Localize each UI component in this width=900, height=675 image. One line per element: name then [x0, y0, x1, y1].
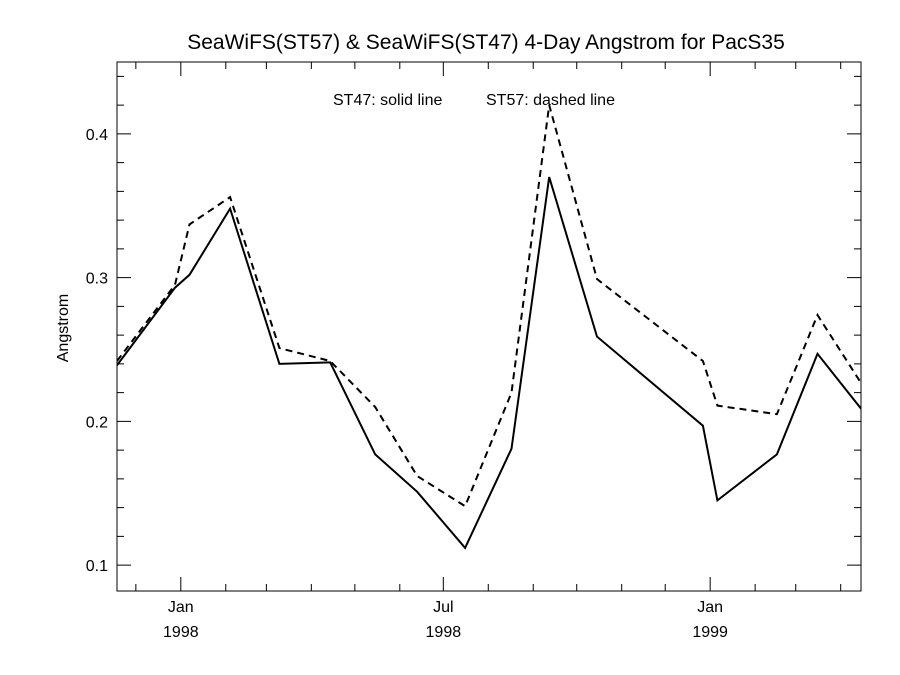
y-tick-label: 0.4 — [86, 127, 108, 144]
chart-title: SeaWiFS(ST57) & SeaWiFS(ST47) 4-Day Angs… — [187, 31, 785, 54]
plot-frame — [116, 61, 862, 592]
y-tick-label: 0.2 — [86, 414, 108, 431]
dashed-series-line — [117, 104, 861, 508]
legend-note-dashed: ST57: dashed line — [486, 92, 615, 109]
x-tick-label-year: 1998 — [163, 624, 199, 641]
x-tick-label-year: 1998 — [426, 624, 462, 641]
x-tick-label-year: 1999 — [692, 624, 728, 641]
x-axis-ticks: Jan 1998 Jul 1998 Jan 1999 — [135, 62, 842, 641]
x-tick-label-month: Jan — [168, 599, 194, 616]
y-axis-label: Angstrom — [55, 294, 72, 362]
y-axis-ticks: 0.1 0.2 0.3 0.4 — [86, 75, 861, 575]
y-tick-label: 0.3 — [86, 271, 108, 288]
y-tick-label: 0.1 — [86, 558, 108, 575]
plot-series — [117, 104, 861, 550]
x-tick-label-month: Jul — [433, 599, 453, 616]
legend-note-solid: ST47: solid line — [333, 92, 442, 109]
solid-series-line — [117, 176, 861, 550]
x-tick-label-month: Jan — [697, 599, 723, 616]
